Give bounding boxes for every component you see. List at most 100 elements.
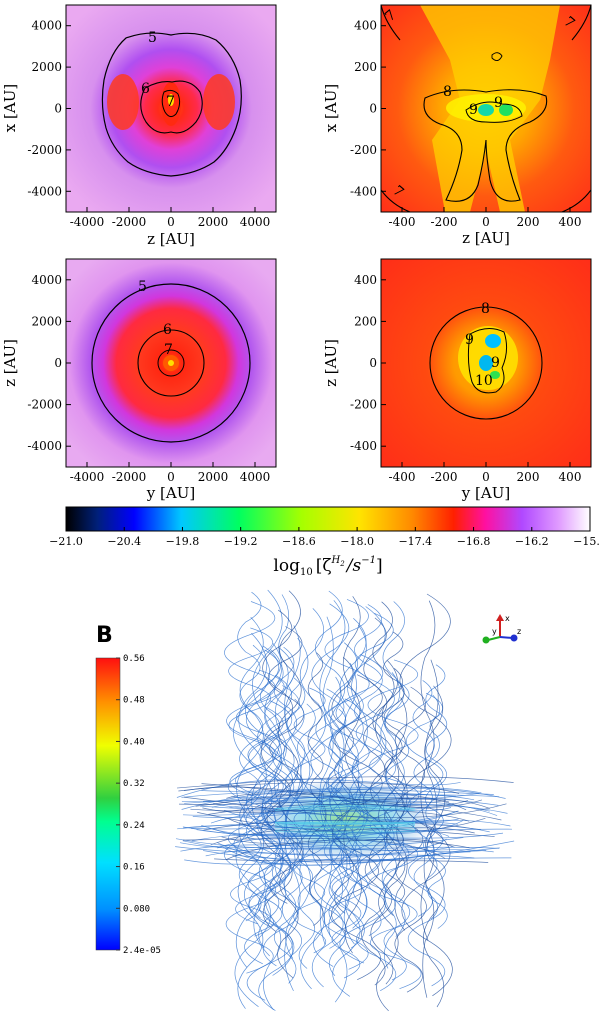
clump-right xyxy=(499,104,513,116)
colorbar-label-sup2: 2 xyxy=(339,560,345,568)
y-axis-label: x [AU] xyxy=(1,84,19,132)
field-line xyxy=(177,776,514,789)
colorbar-tick-label: −19.8 xyxy=(166,535,200,548)
y-ticks: 4000 2000 0 -2000 -4000 xyxy=(27,19,71,198)
x-tick-label: -2000 xyxy=(112,215,147,229)
hot-lobe-left xyxy=(107,74,139,130)
y-tick-label: 400 xyxy=(354,273,377,287)
y-tick-label: -2000 xyxy=(27,398,62,412)
contour-label-6: 6 xyxy=(163,322,172,338)
y-tick-label: -400 xyxy=(350,439,377,453)
field-colorbar-tick-label: 0.40 xyxy=(123,737,145,747)
y-tick-label: 0 xyxy=(54,102,62,116)
field-line xyxy=(202,794,500,802)
colorbar: −21.0 −20.4 −19.8 −19.2 −18.6 −18.0 −17.4 −16.8… xyxy=(49,506,600,578)
field-title: B xyxy=(96,623,113,648)
contour-8 xyxy=(423,89,548,202)
x-tick-label: 400 xyxy=(559,470,582,484)
x-tick-label: 200 xyxy=(517,470,540,484)
y-tick-label: 2000 xyxy=(31,60,62,74)
contour-5 xyxy=(91,283,251,443)
y-ticks: 400 200 0 -200 -400 xyxy=(350,273,386,453)
x-tick-label: 200 xyxy=(517,215,540,229)
x-tick-label: -400 xyxy=(389,470,416,484)
field-colorbar-ticks: 0.56 0.48 0.40 0.32 0.24 0.16 0.080 2.4e-05 xyxy=(116,654,161,956)
field-line xyxy=(223,809,459,827)
field-line xyxy=(246,700,293,1001)
x-tick-label: -200 xyxy=(431,215,458,229)
colorbar-tick-label: −15.6 xyxy=(573,535,600,548)
field-line xyxy=(201,786,482,794)
field-colorbar-tick-label: 0.32 xyxy=(123,779,145,789)
contour-7 xyxy=(381,5,591,212)
field-line xyxy=(260,609,293,932)
contour-label-7: 7 xyxy=(166,94,175,110)
field-colorbar-tick-label: 0.56 xyxy=(123,654,145,664)
field-colorbar-tick-label: 0.48 xyxy=(123,696,145,706)
core-peak xyxy=(168,360,174,366)
contour-label-9: 9 xyxy=(465,332,474,348)
field-line xyxy=(293,687,326,954)
field-line xyxy=(213,800,498,816)
y-tick-label: 2000 xyxy=(31,314,62,328)
field-colorbar-tick-label: 2.4e-05 xyxy=(123,946,161,956)
field-line xyxy=(184,849,494,865)
field-line-core xyxy=(274,806,416,811)
contour-label-9-inner: 9 xyxy=(491,355,500,371)
y-axis-label: z [AU] xyxy=(322,339,340,387)
x-tick-label: 2000 xyxy=(198,470,229,484)
colorbar-tick-label: −19.2 xyxy=(224,535,258,548)
colorbar-tick-label: −21.0 xyxy=(49,535,83,548)
x-tick-label: 4000 xyxy=(240,215,271,229)
field-line xyxy=(243,649,284,928)
x-tick-label: -200 xyxy=(431,470,458,484)
field-line xyxy=(183,820,464,834)
contour-label-9-left: 9 xyxy=(469,102,478,118)
field-line xyxy=(328,642,361,997)
colorbar-label-sub: 10 xyxy=(300,567,313,578)
contour-label-5: 5 xyxy=(138,279,147,295)
field-line xyxy=(236,617,264,1009)
field-colorbar-tick-label: 0.080 xyxy=(123,904,150,914)
x-ticks: -400 -200 0 200 400 xyxy=(389,462,582,484)
x-tick-label: 400 xyxy=(559,215,582,229)
field-line xyxy=(199,802,454,812)
x-axis-label: y [AU] xyxy=(461,484,510,502)
colorbar-tick-label: −16.8 xyxy=(457,535,491,548)
field-line xyxy=(383,680,411,981)
clump-left xyxy=(478,104,494,116)
axis-arrowhead-x xyxy=(496,614,504,621)
y-tick-label: 4000 xyxy=(31,273,62,287)
y-ticks: 400 200 0 -200 -400 xyxy=(350,19,386,198)
colorbar-tick-label: −18.0 xyxy=(340,535,374,548)
contour-label-7: 7 xyxy=(164,342,173,358)
x-ticks: -4000 -2000 0 2000 4000 xyxy=(70,462,270,484)
field-line xyxy=(201,824,464,847)
x-tick-label: 2000 xyxy=(198,215,229,229)
clump-middle xyxy=(479,355,493,371)
contour-label-8: 8 xyxy=(443,84,452,100)
x-tick-label: 0 xyxy=(482,215,490,229)
axis-head-z xyxy=(510,634,518,642)
field-line xyxy=(345,606,387,930)
contour-label-9: 9 xyxy=(494,95,503,111)
field-line xyxy=(422,659,439,998)
colorbar-label-sup: H xyxy=(331,555,341,566)
x-tick-label: 0 xyxy=(167,215,175,229)
x-axis-label: y [AU] xyxy=(146,484,195,502)
field-line xyxy=(277,590,303,979)
y-tick-label: -200 xyxy=(350,143,377,157)
field-line-core xyxy=(274,826,416,831)
colorbar-tick-label: −17.4 xyxy=(398,535,432,548)
y-tick-label: 400 xyxy=(354,19,377,33)
field-line xyxy=(406,692,446,987)
field-line-core xyxy=(274,822,416,825)
field-line xyxy=(261,646,296,976)
field-line-bundle xyxy=(175,589,515,1012)
x-ticks: -4000 -2000 0 2000 4000 xyxy=(70,207,271,229)
field-line xyxy=(210,812,459,824)
field-line-core xyxy=(274,824,416,829)
field-line xyxy=(224,601,277,974)
field-line xyxy=(232,840,515,866)
field-line xyxy=(310,603,350,967)
